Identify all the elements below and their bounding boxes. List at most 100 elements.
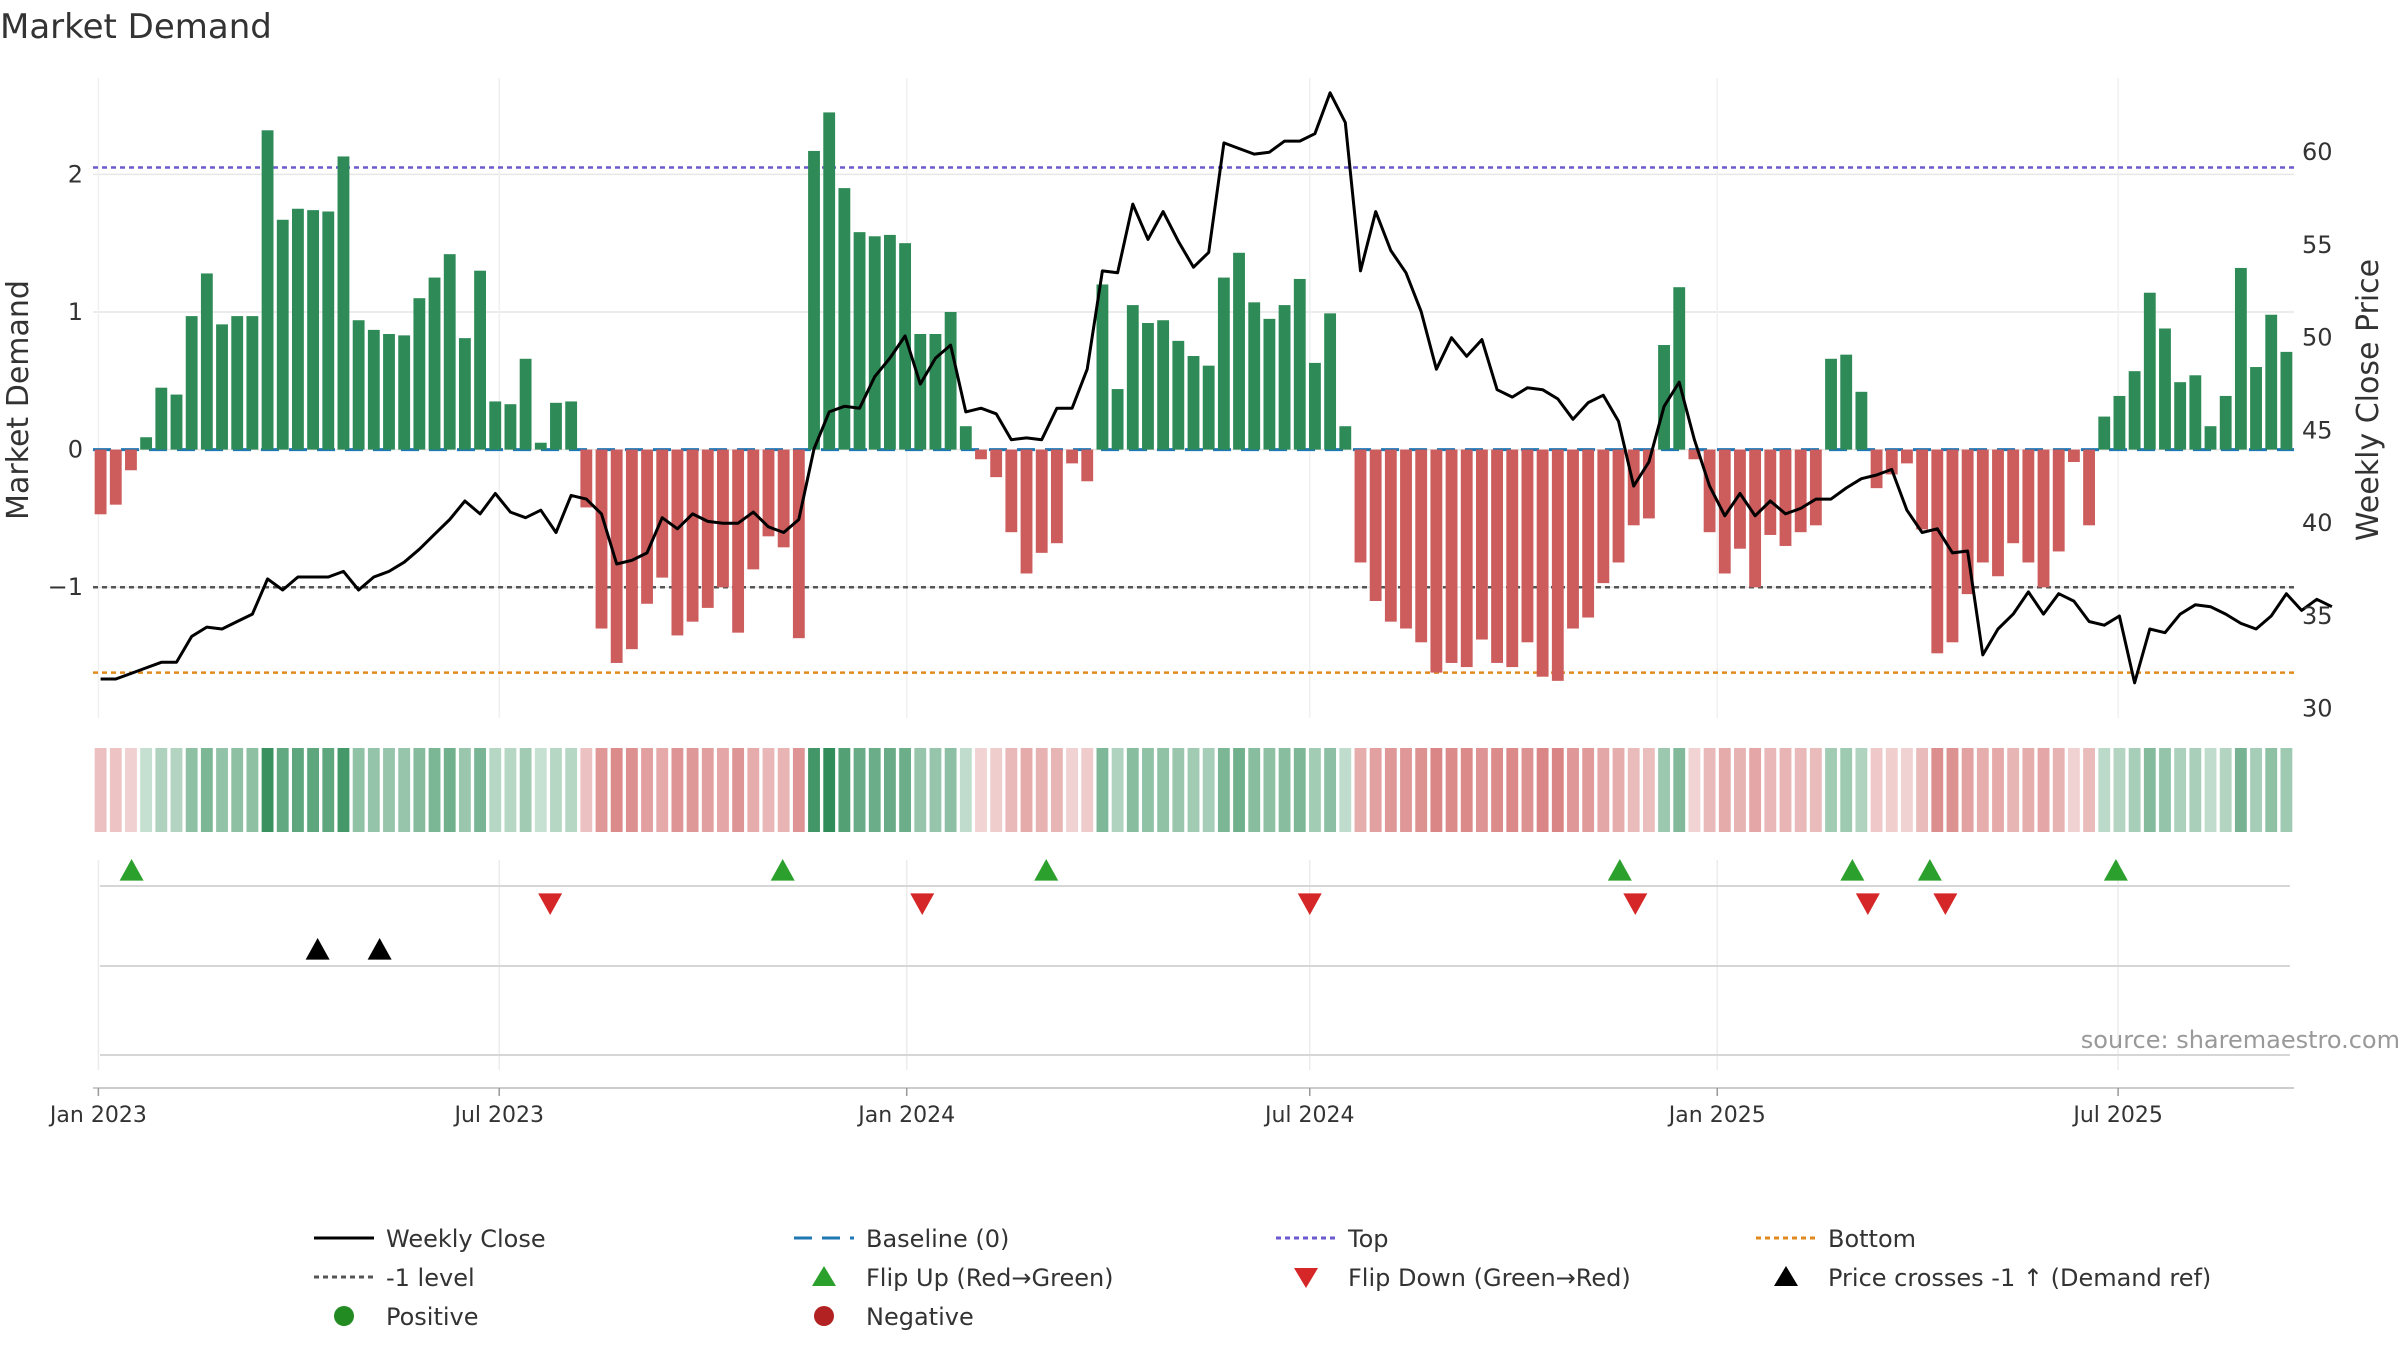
demand-bar [1491,449,1504,663]
heat-cell [1020,748,1033,832]
demand-bar [762,449,775,537]
demand-bar [792,449,805,639]
demand-bar [838,188,851,450]
heat-cell [1612,748,1625,832]
heat-cell [1491,748,1504,832]
demand-bar [1901,449,1913,464]
heat-cell [1233,748,1245,832]
right-tick-label: 30 [2302,695,2333,723]
demand-bars [94,112,2293,681]
legend-label: Top [1347,1225,1389,1253]
heat-cell [1597,748,1610,832]
demand-bar [883,234,896,450]
demand-bar [2083,449,2095,526]
heat-cell [352,748,365,832]
demand-bar [1050,449,1063,544]
x-tick-label: Jan 2025 [1667,1103,1766,1128]
flip-up-marker [1840,859,1865,881]
demand-bar [2280,351,2293,450]
heat-cell [2098,748,2111,832]
legend-swatch [814,1306,834,1326]
demand-bar [1475,449,1488,640]
heat-cell [170,748,183,832]
demand-bar [944,311,957,450]
demand-bar [929,334,942,450]
flip-up-marker [2103,859,2128,881]
demand-bar [1718,449,1731,574]
demand-bar [580,449,593,508]
heat-cell [656,748,669,832]
demand-bar [732,449,745,633]
x-axis: Jan 2023 Jul 2023 Jan 2024 Jul 2024 Jan 2025… [48,1087,2294,1128]
demand-bar [777,449,790,548]
heat-cell [1885,748,1898,832]
right-tick-label: 60 [2302,138,2333,166]
heat-cell [929,748,942,832]
heat-cell [140,748,153,832]
legend-label: Weekly Close [386,1225,546,1253]
heat-cell [2083,748,2095,832]
heat-cell [398,748,411,832]
demand-heat-strip [94,748,2293,832]
heat-cell [1976,748,1989,832]
demand-bar [2067,449,2080,462]
legend-label: Bottom [1828,1225,1916,1253]
left-tick-label: −1 [48,573,83,601]
heat-cell [777,748,790,832]
demand-bar [2265,314,2278,450]
demand-bar [1855,391,1868,450]
heat-cell [883,748,896,832]
heat-cell [565,748,578,832]
demand-bar [1612,449,1625,563]
demand-bar [337,156,350,450]
heat-cell [595,748,608,832]
demand-bar [1673,287,1686,450]
heat-cell [990,748,1003,832]
demand-bar [383,334,395,450]
demand-bar [292,208,304,450]
demand-bar [1506,449,1519,668]
heat-cell [1384,748,1397,832]
demand-bar [747,449,760,570]
heat-cell [1809,748,1822,832]
heat-cell [1460,748,1473,832]
demand-bar [170,394,183,450]
demand-bar [1976,449,1989,563]
heat-cell [125,748,137,832]
demand-bar [474,270,486,450]
heat-cell [367,748,380,832]
heat-cell [1278,748,1291,832]
heat-cell [200,748,213,832]
heat-cell [2022,748,2035,832]
demand-bar [1081,449,1094,482]
demand-bar [2143,292,2156,450]
demand-bar [2250,367,2262,450]
demand-bar [261,130,274,450]
heat-cell [1506,748,1519,832]
demand-bar [1658,345,1670,450]
heat-cell [2265,748,2278,832]
heat-cell [762,748,775,832]
heat-cell [853,748,866,832]
heat-cell [1855,748,1868,832]
heat-cell [914,748,927,832]
heat-cell [1324,748,1337,832]
demand-bar [2128,371,2141,450]
demand-bar [1172,340,1185,450]
heat-cell [2067,748,2080,832]
demand-bar [641,449,653,604]
heat-cell [1658,748,1670,832]
heat-cell [1521,748,1534,832]
demand-bar [656,449,669,578]
demand-bar [2189,375,2202,450]
heat-cell [1825,748,1837,832]
demand-bar [1339,426,1352,450]
demand-bar [1126,305,1139,450]
heat-cell [155,748,168,832]
heat-cell [1445,748,1458,832]
demand-bar [1324,313,1337,450]
heat-cell [1293,748,1306,832]
heat-cell [550,748,562,832]
flip-up-marker [1607,859,1632,881]
demand-bar [1460,449,1473,668]
